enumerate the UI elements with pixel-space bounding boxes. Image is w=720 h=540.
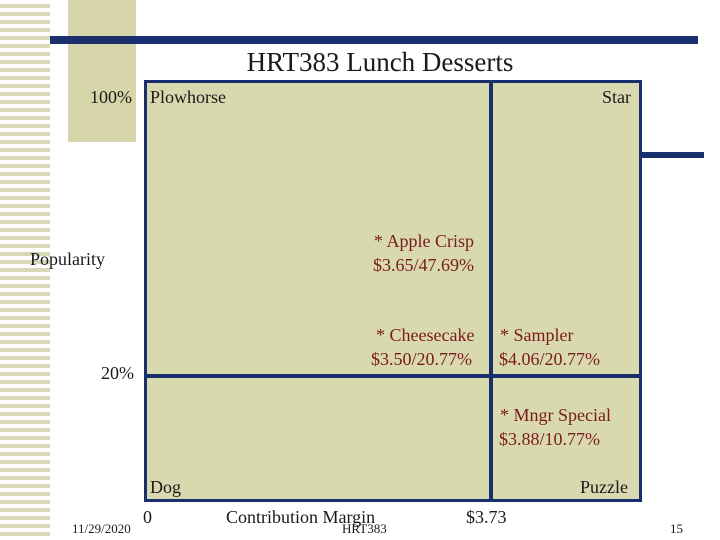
item-cheesecake-value: $3.50/20.77% — [371, 349, 472, 369]
horizontal-divider — [144, 374, 642, 378]
item-sampler-value: $4.06/20.77% — [499, 349, 600, 369]
item-cheesecake-name: * Cheesecake — [376, 325, 475, 345]
item-mngr-special-value: $3.88/10.77% — [499, 429, 600, 449]
y-axis-label: Popularity — [30, 249, 105, 269]
decorative-right-bar — [640, 152, 704, 158]
y-axis-mid-tick: 20% — [101, 363, 134, 383]
decorative-band — [68, 0, 136, 142]
quadrant-label-star: Star — [602, 87, 631, 107]
y-axis-top-tick: 100% — [90, 87, 132, 107]
item-mngr-special-name: * Mngr Special — [500, 405, 611, 425]
x-axis-left-tick: 0 — [143, 507, 152, 527]
x-axis-mid-tick: $3.73 — [466, 507, 507, 527]
decorative-top-bar — [50, 36, 698, 44]
vertical-divider — [489, 80, 493, 502]
page-number: 15 — [670, 521, 683, 536]
quadrant-plot — [144, 80, 642, 502]
item-apple-crisp-name: * Apple Crisp — [374, 231, 475, 251]
quadrant-label-plowhorse: Plowhorse — [150, 87, 226, 107]
item-sampler-name: * Sampler — [500, 325, 574, 345]
decorative-stripes — [0, 0, 50, 540]
x-axis-label: Contribution Margin — [226, 507, 376, 527]
quadrant-label-dog: Dog — [150, 477, 181, 497]
item-apple-crisp-value: $3.65/47.69% — [373, 255, 474, 275]
footer-center: HRT383 — [342, 521, 387, 536]
quadrant-label-puzzle: Puzzle — [580, 477, 628, 497]
slide-title: HRT383 Lunch Desserts — [150, 46, 610, 78]
footer-date: 11/29/2020 — [72, 521, 131, 536]
